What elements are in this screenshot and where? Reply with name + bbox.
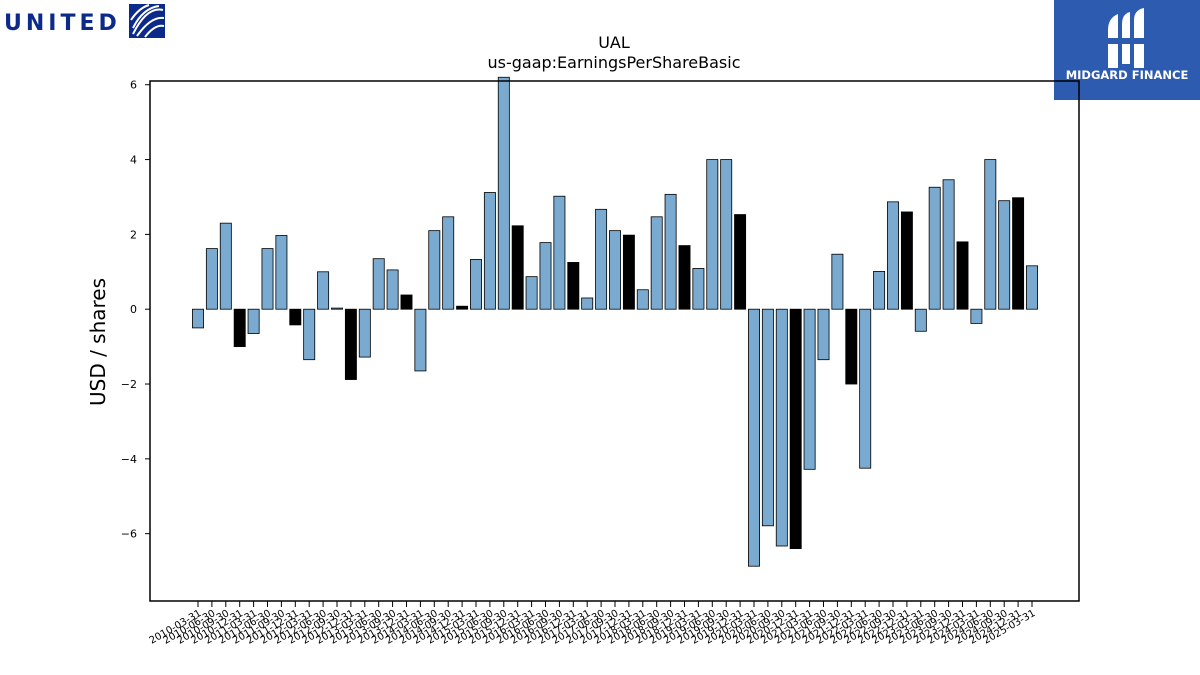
- bar-2024-12-31: [1012, 197, 1025, 310]
- bar-2010-09-30: [219, 222, 232, 310]
- bar-2017-06-30: [595, 208, 608, 310]
- midgard-wordmark: MIDGARD FINANCE: [1065, 68, 1189, 82]
- bar-2023-03-31: [914, 308, 927, 332]
- bar-2011-03-31: [247, 308, 260, 334]
- bar-2019-12-31: [734, 214, 747, 310]
- x-ticks-group: 2010-03-312010-06-302010-09-302010-12-31…: [148, 601, 1038, 647]
- bar-2018-12-31: [678, 245, 691, 310]
- bar-2023-09-30: [942, 179, 955, 310]
- bar-2020-12-31: [789, 308, 802, 550]
- plot-frame: [149, 80, 1080, 602]
- bar-2010-06-30: [205, 248, 218, 310]
- y-tick-label: −2: [121, 378, 137, 391]
- united-wordmark: UNITED: [4, 10, 121, 36]
- bar-2012-09-30: [331, 307, 343, 310]
- bar-2016-12-31: [567, 262, 580, 310]
- bar-2013-06-30: [372, 258, 385, 310]
- globe-icon: [128, 4, 165, 42]
- bar-2021-09-30: [831, 253, 844, 310]
- bar-2016-06-30: [539, 242, 552, 310]
- bar-2021-12-31: [845, 308, 858, 385]
- bar-2014-09-30: [442, 216, 455, 310]
- y-tick-label: 6: [130, 79, 137, 92]
- bar-2022-09-30: [887, 201, 899, 310]
- bar-2018-06-30: [650, 216, 663, 310]
- bar-2021-06-30: [817, 308, 830, 361]
- bar-2011-09-30: [275, 235, 288, 310]
- bar-2012-06-30: [317, 271, 330, 310]
- bar-2024-06-30: [984, 159, 997, 310]
- bar-2022-12-31: [900, 211, 913, 310]
- y-ticks-group: 6 4 2 0 −2 −4 −6: [121, 79, 150, 541]
- chart-subtitle: us-gaap:EarningsPerShareBasic: [487, 53, 740, 72]
- bar-2011-12-31: [289, 308, 302, 326]
- bar-2012-03-31: [303, 308, 316, 361]
- bar-2021-03-31: [803, 308, 816, 470]
- bar-2016-09-30: [553, 195, 566, 310]
- y-tick-label: −4: [121, 453, 137, 466]
- united-logo: UNITED: [4, 4, 165, 42]
- bar-2020-03-31: [748, 308, 760, 567]
- bar-2022-06-30: [873, 271, 886, 310]
- y-tick-label: 0: [130, 303, 137, 316]
- bar-2015-03-31: [470, 259, 482, 310]
- bar-2024-03-31: [970, 308, 983, 324]
- bar-2017-03-31: [581, 297, 594, 310]
- bar-2010-03-31: [192, 308, 204, 329]
- bar-2023-12-31: [956, 241, 969, 310]
- bar-2017-12-31: [622, 234, 635, 310]
- bar-2018-03-31: [636, 289, 649, 310]
- bar-2019-03-31: [692, 268, 705, 310]
- bar-2019-06-30: [706, 159, 719, 310]
- bar-2025-03-31: [1026, 265, 1038, 310]
- y-tick-label: 2: [130, 228, 137, 241]
- bar-2014-03-31: [414, 308, 427, 372]
- bar-2010-12-31: [233, 308, 246, 348]
- y-tick-label: −6: [121, 528, 137, 541]
- bar-2014-12-31: [456, 305, 469, 310]
- bar-2020-09-30: [775, 308, 788, 547]
- bar-2015-12-31: [511, 225, 524, 310]
- bar-2016-03-31: [525, 276, 538, 310]
- bars-group: [192, 76, 1038, 567]
- bar-2018-09-30: [664, 193, 677, 310]
- bar-2013-12-31: [400, 294, 413, 310]
- y-tick-label: 4: [130, 154, 137, 167]
- y-axis-label: USD / shares: [86, 278, 110, 406]
- bar-2022-03-31: [859, 308, 872, 469]
- bar-2017-09-30: [609, 230, 621, 310]
- midgard-mark-icon: [1104, 8, 1150, 72]
- bar-2023-06-30: [928, 186, 941, 310]
- bar-2015-09-30: [497, 76, 510, 310]
- bar-2015-06-30: [483, 192, 496, 310]
- bar-2019-09-30: [720, 159, 733, 310]
- bar-2011-06-30: [261, 248, 274, 310]
- chart-title: UAL: [598, 33, 630, 52]
- bar-2014-06-30: [428, 230, 441, 310]
- bar-2013-09-30: [386, 269, 399, 310]
- bar-2020-06-30: [761, 308, 774, 527]
- bar-2024-09-30: [998, 200, 1011, 310]
- bar-2012-12-31: [344, 308, 357, 380]
- bar-2013-03-31: [358, 308, 371, 358]
